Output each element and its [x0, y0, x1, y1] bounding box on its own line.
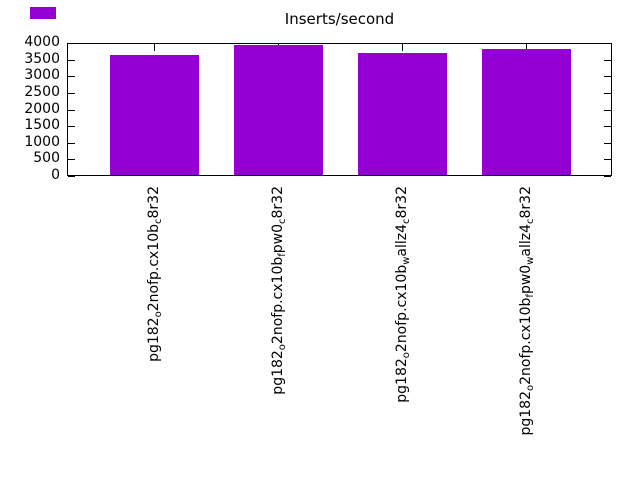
y-tick-mark [68, 159, 75, 160]
x-tick-mark [526, 44, 527, 51]
bar [234, 45, 323, 175]
x-tick-label-text: 2nofp.cx10b [146, 223, 162, 312]
y-tick-label: 1500 [24, 117, 60, 133]
y-tick-mark [604, 143, 611, 144]
x-tick-label-subscript: f [277, 253, 288, 257]
legend-key-swatch [30, 7, 56, 19]
x-tick-label-text: 2nofp.cx10b [270, 256, 286, 345]
chart-title: Inserts/second [284, 10, 395, 28]
bar [482, 49, 571, 175]
y-tick-label: 3000 [24, 67, 60, 83]
y-tick-mark [604, 159, 611, 160]
x-tick-label-subscript: o [401, 352, 412, 359]
y-tick-mark [68, 43, 75, 44]
x-tick-label: pg182o2nofp.cx10bwallz4c8r32 [394, 186, 415, 403]
y-tick-mark [68, 60, 75, 61]
y-tick-mark [68, 76, 75, 77]
y-tick-mark [604, 76, 611, 77]
y-tick-label: 0 [51, 167, 60, 183]
y-tick-mark [604, 126, 611, 127]
y-tick-mark [604, 176, 611, 177]
y-tick-label: 1000 [24, 134, 60, 150]
y-tick-mark [604, 110, 611, 111]
y-tick-mark [68, 143, 75, 144]
x-tick-label-text: allz4 [394, 223, 410, 257]
x-tick-label-subscript: o [153, 311, 164, 318]
x-tick-mark [402, 44, 403, 51]
y-tick-label: 4000 [24, 34, 60, 50]
x-tick-label: pg182o2nofp.cx10bfpw0wallz4c8r32 [518, 186, 539, 436]
y-tick-label: 2500 [24, 84, 60, 100]
x-tick-label-text: 8r32 [518, 186, 534, 219]
x-tick-label-text: 8r32 [146, 186, 162, 219]
x-tick-label-text: pg182 [518, 391, 534, 436]
x-tick-label-text: pg182 [394, 358, 410, 403]
bar [110, 55, 199, 175]
x-tick-label: pg182o2nofp.cx10bfpw0c8r32 [270, 186, 291, 395]
x-tick-label-subscript: c [401, 218, 412, 224]
y-tick-mark [604, 93, 611, 94]
x-tick-label-text: allz4 [518, 223, 534, 257]
y-tick-mark [68, 93, 75, 94]
x-tick-label-text: 8r32 [270, 186, 286, 219]
y-tick-mark [604, 43, 611, 44]
y-tick-mark [604, 60, 611, 61]
x-tick-label-text: 8r32 [394, 186, 410, 219]
y-tick-label: 500 [33, 150, 60, 166]
x-tick-label-text: pg182 [146, 317, 162, 362]
x-tick-label-text: 2nofp.cx10b [394, 264, 410, 353]
x-tick-label-subscript: f [525, 294, 536, 298]
x-tick-label-subscript: w [401, 256, 412, 265]
x-tick-label-text: pw0 [270, 223, 286, 254]
x-tick-label-subscript: c [153, 218, 164, 224]
y-tick-mark [68, 126, 75, 127]
y-tick-label: 3500 [24, 51, 60, 67]
x-tick-mark [154, 44, 155, 51]
x-tick-label: pg182o2nofp.cx10bc8r32 [146, 186, 167, 362]
x-tick-label-subscript: c [277, 218, 288, 224]
x-tick-label-text: pg182 [270, 350, 286, 395]
x-tick-label-subscript: c [525, 218, 536, 224]
y-tick-label: 2000 [24, 101, 60, 117]
y-tick-mark [68, 176, 75, 177]
x-tick-label-text: pw0 [518, 264, 534, 295]
x-tick-label-subscript: o [525, 384, 536, 391]
x-tick-label-text: 2nofp.cx10b [518, 297, 534, 385]
bar [358, 53, 447, 175]
x-tick-label-subscript: o [277, 344, 288, 351]
y-tick-mark [68, 110, 75, 111]
x-tick-label-subscript: w [525, 256, 536, 265]
